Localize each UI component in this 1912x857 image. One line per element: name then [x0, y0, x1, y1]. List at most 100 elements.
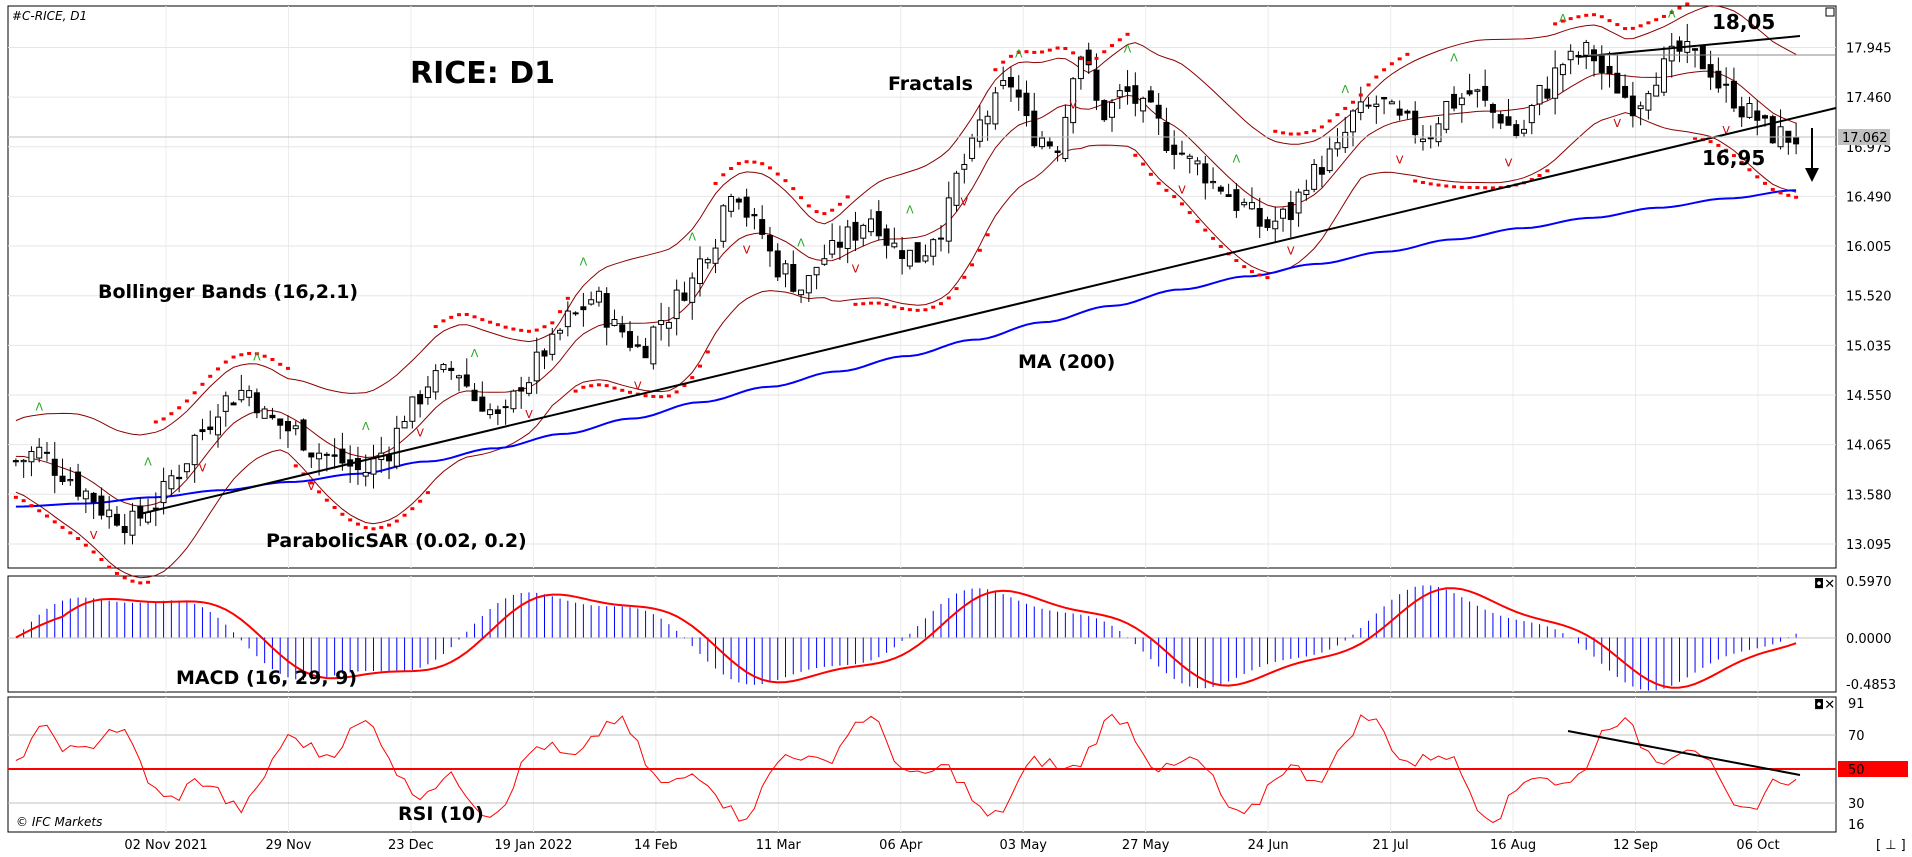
candle-body	[1528, 104, 1535, 124]
psar-dot	[1047, 48, 1052, 52]
candle-body	[953, 172, 960, 206]
psar-dot	[464, 312, 469, 316]
psar-dot	[1164, 188, 1169, 192]
candle-body	[1653, 84, 1660, 97]
psar-dot	[1545, 169, 1550, 173]
psar-dot	[1218, 244, 1223, 248]
fractal-up-icon: Λ	[1450, 51, 1458, 64]
psar-dot	[1172, 195, 1177, 199]
psar-dot	[13, 495, 18, 499]
candle-body	[1132, 85, 1139, 104]
psar-dot	[845, 195, 850, 199]
psar-dot	[1685, 2, 1690, 6]
macd-tick-top: 0.5970	[1846, 575, 1892, 590]
candle-body	[300, 419, 307, 451]
psar-dot	[99, 557, 104, 561]
candle-body	[836, 241, 843, 248]
psar-dot	[550, 321, 555, 325]
psar-dot	[1459, 185, 1464, 189]
candle-body	[1116, 90, 1123, 98]
fractal-up-icon: Λ	[1015, 48, 1023, 61]
candle-body	[1171, 144, 1178, 155]
candle-body	[650, 326, 657, 365]
psar-dot	[985, 233, 990, 237]
psar-dot	[44, 514, 49, 518]
date-tick-label: 16 Aug	[1490, 838, 1536, 853]
candle-body	[759, 219, 766, 235]
candle-body	[603, 293, 610, 328]
psar-dot	[892, 305, 897, 309]
macd-close-icon[interactable]: ◘✕	[1814, 577, 1835, 592]
candle-body	[1124, 86, 1131, 92]
psar-dot	[1016, 50, 1021, 54]
candle-body	[720, 205, 727, 242]
chart-title: #C-RICE, D1	[12, 9, 87, 23]
maximize-icon[interactable]	[1825, 7, 1835, 17]
candle-body	[525, 382, 532, 394]
price-tick-label: 15.520	[1846, 290, 1892, 305]
psar-dot	[480, 318, 485, 322]
psar-dot	[324, 498, 329, 502]
psar-dot	[1296, 132, 1301, 136]
candle-body	[611, 319, 618, 326]
psar-dot	[418, 499, 423, 503]
psar-dot	[1024, 50, 1029, 54]
psar-dot	[1343, 106, 1348, 110]
fractal-up-icon: Λ	[144, 455, 152, 468]
corner-label[interactable]: [ ⊥ ]	[1876, 838, 1906, 853]
candle-body	[728, 195, 735, 212]
psar-dot	[37, 509, 42, 513]
fractal-down-icon: V	[1614, 117, 1622, 130]
candle-body	[331, 454, 338, 457]
psar-dot	[488, 320, 493, 324]
horizontal-gridlines	[8, 46, 1836, 545]
psar-dot	[1273, 129, 1278, 133]
fractal-down-icon: V	[199, 461, 207, 474]
psar-dot	[1599, 15, 1604, 19]
candle-body	[1015, 89, 1022, 98]
candle-body	[564, 310, 571, 328]
candle-body	[1762, 115, 1769, 119]
psar-dot	[441, 319, 446, 323]
psar-dot	[767, 166, 772, 170]
rsi-close-icon[interactable]: ◘✕	[1814, 698, 1835, 713]
psar-dot	[1288, 132, 1293, 136]
candle-body	[409, 396, 416, 422]
psar-dot	[682, 383, 687, 387]
psar-dot	[705, 350, 710, 354]
candle-body	[1482, 85, 1489, 101]
candle-body	[1443, 100, 1450, 130]
candle-body	[494, 409, 501, 414]
psar-dot	[659, 395, 664, 399]
candle-body	[1715, 70, 1722, 89]
psar-dot	[1358, 93, 1363, 97]
date-tick-label: 03 May	[999, 838, 1047, 853]
candle-body	[1699, 45, 1706, 70]
candle-body	[766, 234, 773, 252]
candle-body	[36, 446, 43, 459]
psar-dot	[138, 581, 143, 585]
psar-dot	[1623, 27, 1628, 31]
candle-body	[751, 214, 758, 217]
psar-dot	[1335, 113, 1340, 117]
fractal-up-icon: Λ	[35, 400, 43, 413]
candle-body	[1101, 100, 1108, 121]
candle-body	[448, 367, 455, 372]
psar-dot	[1008, 54, 1013, 58]
candle-body	[883, 228, 890, 246]
candle-body	[689, 277, 696, 303]
candle-body	[246, 390, 253, 398]
candle-body	[1077, 56, 1084, 80]
psar-dot	[938, 302, 943, 306]
psar-dot	[558, 310, 563, 314]
psar-dot	[931, 305, 936, 309]
fractal-up-icon: Λ	[253, 351, 261, 364]
psar-dot	[946, 296, 951, 300]
resistance-label: 18,05	[1712, 10, 1775, 34]
candle-body	[1295, 191, 1302, 214]
candle-body	[580, 306, 587, 311]
psar-dot	[216, 367, 221, 371]
candle-body	[852, 221, 859, 241]
psar-dot	[1156, 181, 1161, 185]
candle-body	[432, 370, 439, 393]
